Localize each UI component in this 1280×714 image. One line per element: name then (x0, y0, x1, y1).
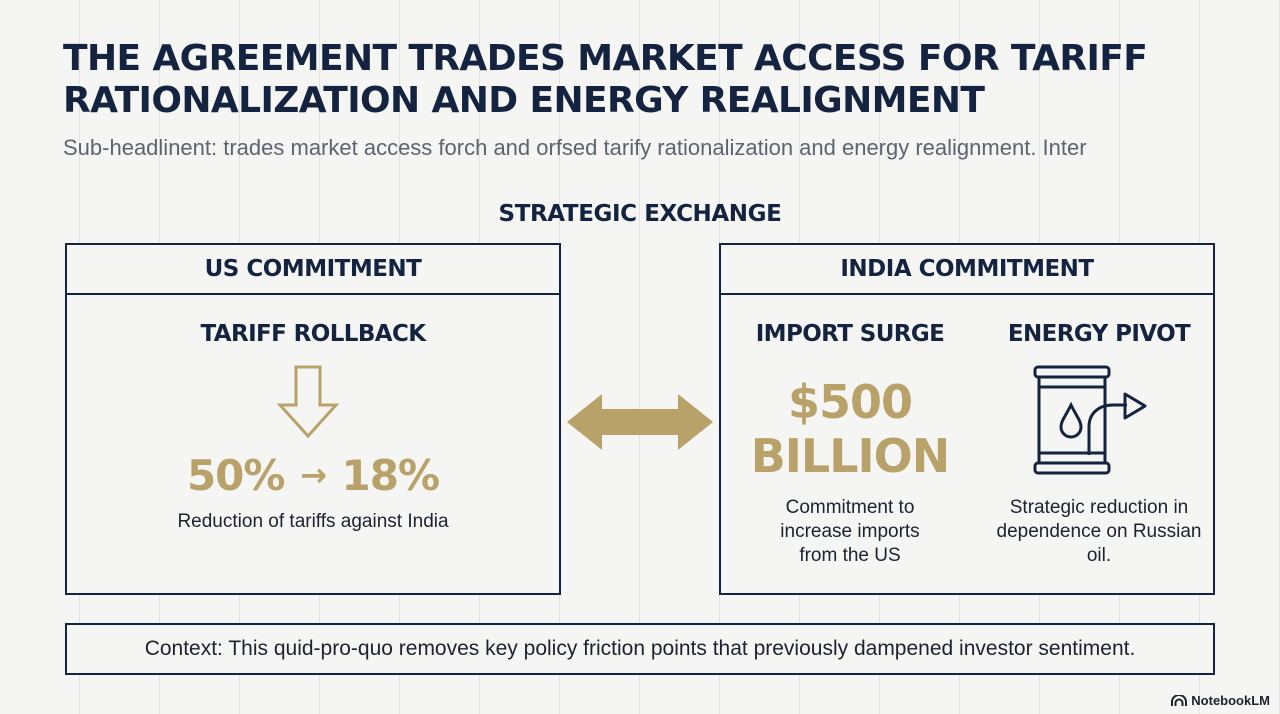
sub-headline: Sub-headlinent: trades market access for… (63, 135, 1087, 160)
brand-watermark: NotebookLM (1171, 693, 1270, 708)
tariff-description: Reduction of tariffs against India (177, 511, 449, 532)
exchange-double-arrow-icon (567, 394, 713, 450)
page-title: THE AGREEMENT TRADES MARKET ACCESS FOR T… (63, 38, 1148, 121)
notebooklm-logo-icon (1171, 694, 1188, 706)
import-amount: $500 (787, 375, 913, 429)
brand-name: NotebookLM (1191, 693, 1270, 708)
tariff-rate-from: 50% (186, 451, 286, 500)
us-commitment-panel: US COMMITMENT TARIFF ROLLBACK 50% → 18% … (65, 243, 561, 595)
import-description: Commitment to increase imports from the … (780, 497, 920, 566)
down-arrow-icon (277, 365, 339, 439)
import-amount-unit: BILLION (750, 429, 951, 483)
energy-description: Strategic reduction in dependence on Rus… (996, 497, 1202, 566)
section-title: STRATEGIC EXCHANGE (498, 201, 782, 227)
import-surge-title: IMPORT SURGE (755, 321, 945, 347)
context-note: Context: This quid-pro-quo removes key p… (65, 623, 1215, 675)
oil-barrel-icon (1033, 365, 1147, 475)
tariff-rate-change: 50% → 18% (67, 450, 559, 501)
india-commitment-heading: INDIA COMMITMENT (721, 245, 1213, 295)
tariff-rate-arrow: → (300, 456, 327, 494)
tariff-rollback-title: TARIFF ROLLBACK (200, 321, 426, 347)
us-commitment-heading: US COMMITMENT (67, 245, 559, 295)
energy-pivot-title: ENERGY PIVOT (1007, 321, 1191, 347)
india-commitment-panel: INDIA COMMITMENT IMPORT SURGE $500 BILLI… (719, 243, 1215, 595)
tariff-rate-to: 18% (341, 451, 441, 500)
